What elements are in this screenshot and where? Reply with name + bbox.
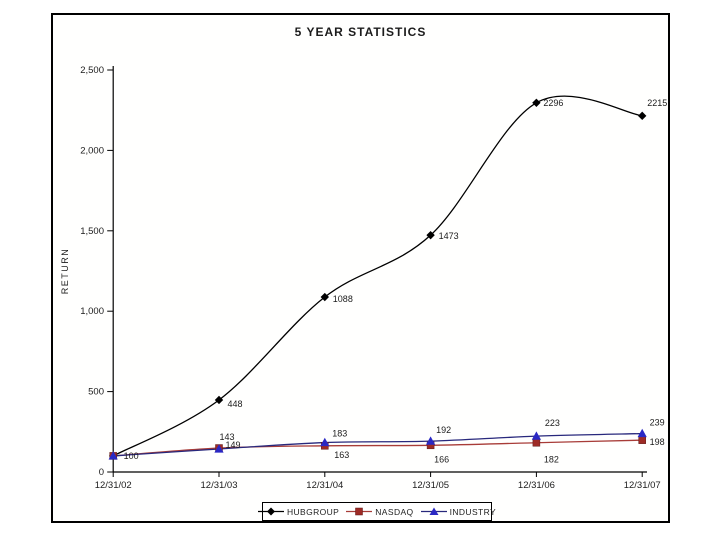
legend-item-nasdaq: NASDAQ — [346, 507, 413, 517]
y-tick-label: 2,500 — [80, 65, 104, 76]
hubgroup-point-label: 100 — [124, 451, 139, 461]
y-tick-label: 500 — [88, 387, 104, 398]
nasdaq-marker — [532, 438, 541, 447]
hubgroup-point-label: 1473 — [439, 231, 459, 241]
nasdaq-point-label: 166 — [434, 454, 449, 464]
nasdaq-square-icon — [346, 507, 373, 516]
industry-marker — [214, 444, 224, 453]
industry-point-label: 192 — [436, 425, 451, 435]
hubgroup-diamond-icon — [257, 507, 284, 516]
legend: HUBGROUP NASDAQ INDUSTRY — [257, 502, 496, 521]
nasdaq-marker — [638, 436, 646, 444]
industry-point-label: 143 — [219, 432, 234, 442]
industry-point-label: 223 — [545, 418, 560, 428]
legend-label-hubgroup: HUBGROUP — [286, 506, 340, 517]
chart-title: 5 YEAR STATISTICS — [294, 25, 427, 39]
legend-label-industry: INDUSTRY — [449, 506, 497, 517]
nasdaq-point-label: 149 — [225, 440, 240, 450]
x-tick-label: 12/31/06 — [518, 480, 555, 491]
industry-marker — [531, 431, 541, 440]
hubgroup-line — [112, 95, 643, 457]
y-tick-label: 2,000 — [80, 145, 104, 156]
y-tick-label: 0 — [99, 467, 104, 478]
nasdaq-point-label: 198 — [650, 437, 665, 447]
x-tick-label: 12/31/07 — [624, 480, 661, 491]
legend-label-nasdaq: NASDAQ — [375, 506, 414, 517]
hubgroup-point-label: 2296 — [543, 98, 563, 108]
hubgroup-marker — [638, 111, 647, 121]
legend-item-industry: INDUSTRY — [420, 506, 497, 517]
x-tick-label: 12/31/03 — [201, 480, 238, 491]
hubgroup-point-label: 448 — [227, 399, 242, 409]
industry-marker — [637, 428, 647, 438]
industry-marker — [108, 451, 118, 460]
legend-item-hubgroup: HUBGROUP — [257, 506, 340, 517]
nasdaq-line — [113, 439, 643, 457]
y-tick-label: 1,500 — [80, 226, 104, 237]
hubgroup-point-label: 2215 — [647, 98, 667, 108]
industry-point-label: 239 — [650, 418, 665, 428]
nasdaq-point-label: 182 — [544, 455, 559, 465]
x-tick-label: 12/31/02 — [95, 480, 132, 491]
industry-line — [113, 432, 643, 457]
industry-point-label: 183 — [332, 429, 347, 439]
nasdaq-point-label: 163 — [334, 450, 349, 460]
hubgroup-marker — [532, 98, 541, 108]
hubgroup-marker — [320, 292, 329, 302]
industry-marker — [426, 436, 436, 445]
y-tick-label: 1,000 — [80, 306, 104, 317]
industry-triangle-icon — [420, 507, 447, 515]
industry-marker — [320, 437, 330, 447]
chart-frame — [51, 13, 670, 523]
hubgroup-point-label: 1088 — [333, 294, 353, 304]
hubgroup-marker — [426, 230, 435, 240]
x-tick-label: 12/31/04 — [306, 480, 343, 491]
x-tick-label: 12/31/05 — [412, 480, 449, 491]
hubgroup-marker — [214, 395, 224, 405]
